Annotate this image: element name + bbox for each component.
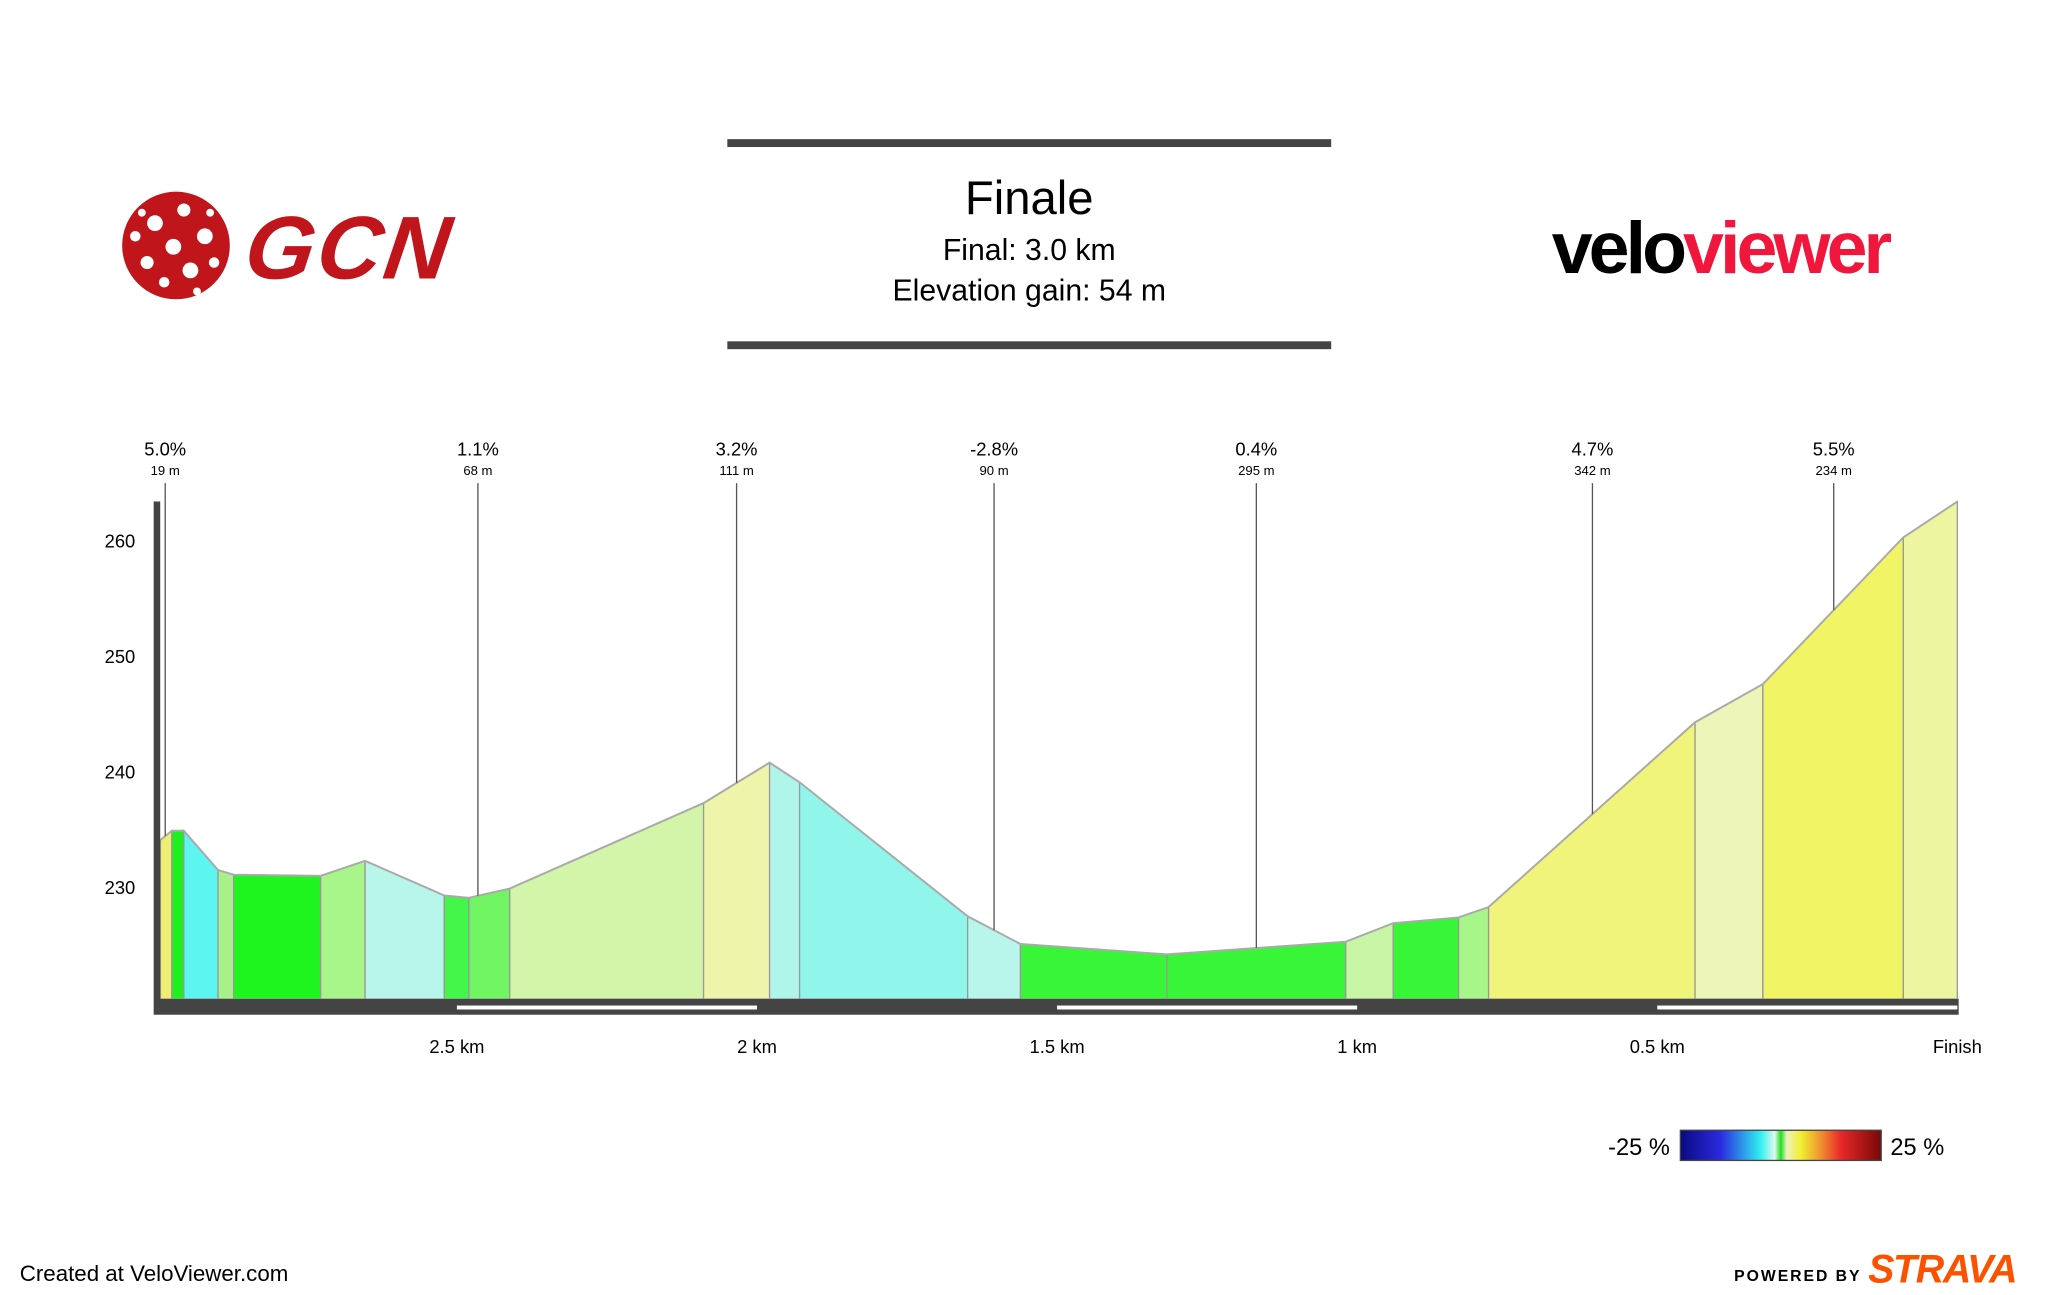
profile-segment xyxy=(1694,682,1764,1000)
gcn-logo: GCN xyxy=(122,191,459,300)
profile-segment xyxy=(798,780,969,1000)
profile-segment xyxy=(768,761,801,1000)
profile-segment xyxy=(232,874,322,1000)
final-distance: Final: 3.0 km xyxy=(943,234,1116,267)
annotation-gradient: 3.2% xyxy=(716,439,758,460)
annotation-length: 68 m xyxy=(463,463,492,478)
profile-outline xyxy=(159,500,1958,956)
created-at-credit: Created at VeloViewer.com xyxy=(20,1261,289,1286)
legend-max-label: 25 % xyxy=(1890,1135,1944,1161)
profile-segment xyxy=(1166,940,1347,1000)
x-tick-label: 2.5 km xyxy=(429,1036,484,1057)
profile-segment xyxy=(1902,500,1959,1000)
legend-min-label: -25 % xyxy=(1608,1135,1670,1161)
annotation-gradient: 4.7% xyxy=(1572,439,1614,460)
annotation-gradient: 5.0% xyxy=(144,439,186,460)
annotation-length: 90 m xyxy=(979,463,1008,478)
x-axis-distance-marker xyxy=(456,1005,757,1010)
page-title: Finale xyxy=(965,172,1094,225)
profile-segment xyxy=(217,869,235,1000)
y-tick-label: 230 xyxy=(105,877,136,898)
annotation-length: 19 m xyxy=(151,463,180,478)
x-tick-label: 1 km xyxy=(1337,1036,1377,1057)
x-tick-label: 0.5 km xyxy=(1630,1036,1685,1057)
elevation-chart: 230 240 250 260 2.5 km 2 km 1.5 km 1 km 0.5 km Fi… xyxy=(105,439,1982,1057)
profile-segment xyxy=(364,859,445,1000)
x-axis-distance-marker xyxy=(1657,1005,1958,1010)
veloviewer-logo: veloviewer xyxy=(1552,206,1892,289)
profile-segment xyxy=(1457,906,1490,1000)
x-axis-distance-marker xyxy=(1057,1005,1358,1010)
annotation-length: 234 m xyxy=(1815,463,1852,478)
profile-segment xyxy=(443,894,470,1000)
x-tick-label: 2 km xyxy=(737,1036,777,1057)
profile-segment xyxy=(1392,916,1460,1000)
elevation-gain: Elevation gain: 54 m xyxy=(892,275,1166,308)
powered-by-label: POWERED BY xyxy=(1734,1268,1861,1285)
y-tick-label: 250 xyxy=(105,646,136,667)
gcn-globe-pattern xyxy=(130,203,220,296)
y-tick-label: 240 xyxy=(105,761,136,782)
annotation-length: 111 m xyxy=(719,463,754,478)
y-tick-label: 260 xyxy=(105,530,136,551)
gcn-wordmark: GCN xyxy=(239,199,459,299)
veloviewer-logo-velo: velo xyxy=(1552,206,1685,289)
profile-segment xyxy=(159,829,173,1000)
annotation-gradient: 5.5% xyxy=(1813,439,1855,460)
profile-segment xyxy=(183,829,219,1000)
header-bottom-rule xyxy=(727,341,1332,350)
annotation-length: 342 m xyxy=(1574,463,1611,478)
x-tick-label: 1.5 km xyxy=(1030,1036,1085,1057)
annotation-gradient: 1.1% xyxy=(457,439,499,460)
profile-segment xyxy=(468,887,511,1000)
profile-segment xyxy=(320,859,366,1000)
x-tick-label: Finish xyxy=(1933,1036,1982,1057)
profile-segment xyxy=(171,830,185,1000)
y-axis-bar xyxy=(153,501,161,999)
header-top-rule xyxy=(727,139,1332,148)
veloviewer-logo-viewer: viewer xyxy=(1683,206,1892,289)
gradient-legend-bar xyxy=(1679,1129,1882,1162)
profile-segment xyxy=(509,802,705,1000)
annotation-gradient: -2.8% xyxy=(970,439,1018,460)
annotation-length: 295 m xyxy=(1238,463,1275,478)
profile-segment xyxy=(1345,922,1394,1000)
strava-logo: STRAVA xyxy=(1868,1248,2016,1292)
x-axis-bar xyxy=(153,998,1959,1015)
annotation-gradient: 0.4% xyxy=(1235,439,1277,460)
